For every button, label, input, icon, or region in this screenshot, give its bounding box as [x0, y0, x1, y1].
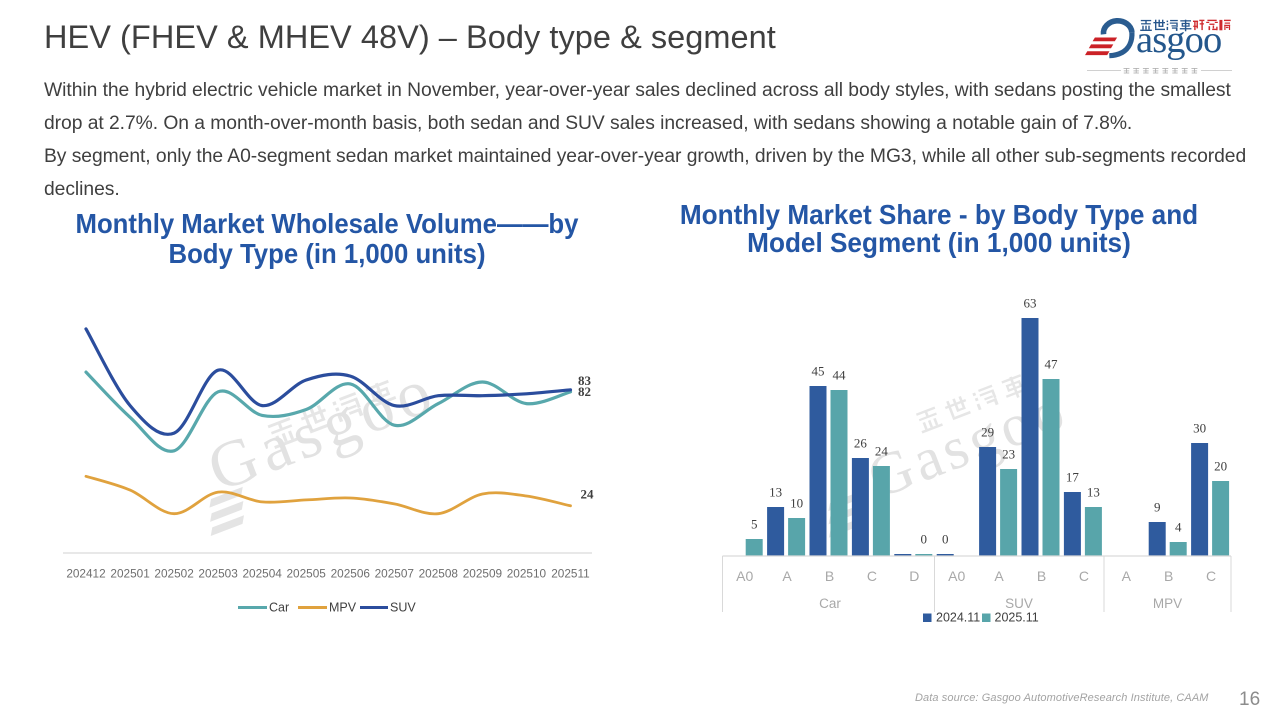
svg-text:23: 23: [1002, 447, 1015, 462]
svg-text:B: B: [1037, 568, 1046, 584]
svg-text:MPV: MPV: [1153, 596, 1182, 611]
svg-text:9: 9: [1154, 500, 1161, 515]
svg-text:202503: 202503: [198, 567, 238, 581]
svg-text:A0: A0: [948, 568, 965, 584]
svg-text:SUV: SUV: [390, 601, 416, 615]
svg-text:45: 45: [812, 364, 825, 379]
svg-text:30: 30: [1193, 421, 1206, 436]
svg-text:202505: 202505: [287, 567, 327, 581]
svg-text:47: 47: [1045, 357, 1059, 372]
svg-text:D: D: [909, 568, 919, 584]
svg-text:202510: 202510: [507, 567, 547, 581]
svg-text:202504: 202504: [243, 567, 283, 581]
svg-text:24: 24: [875, 444, 889, 459]
svg-text:5: 5: [751, 517, 758, 532]
svg-text:C: C: [867, 568, 877, 584]
svg-text:20: 20: [1214, 459, 1227, 474]
svg-text:asgoo: asgoo: [1136, 19, 1221, 61]
svg-text:17: 17: [1066, 470, 1080, 485]
svg-text:82: 82: [578, 384, 591, 399]
svg-text:Car: Car: [819, 596, 841, 611]
svg-text:2024.11: 2024.11: [936, 611, 980, 625]
svg-text:13: 13: [769, 485, 782, 500]
svg-text:202502: 202502: [154, 567, 193, 581]
svg-text:0: 0: [921, 532, 928, 547]
svg-text:202509: 202509: [463, 567, 502, 581]
svg-text:B: B: [1164, 568, 1173, 584]
svg-text:10: 10: [790, 496, 803, 511]
svg-text:C: C: [1079, 568, 1089, 584]
svg-text:A0: A0: [736, 568, 753, 584]
svg-text:Car: Car: [269, 601, 289, 615]
svg-text:202511: 202511: [551, 567, 590, 581]
svg-text:13: 13: [1087, 485, 1100, 500]
svg-text:63: 63: [1024, 296, 1037, 311]
svg-text:83: 83: [578, 373, 592, 388]
svg-text:29: 29: [981, 425, 994, 440]
svg-text:202501: 202501: [110, 567, 149, 581]
svg-text:A: A: [1122, 568, 1132, 584]
svg-text:26: 26: [854, 436, 868, 451]
svg-text:24: 24: [581, 487, 595, 502]
svg-text:202508: 202508: [419, 567, 459, 581]
svg-text:202507: 202507: [375, 567, 414, 581]
svg-text:202412: 202412: [66, 567, 105, 581]
svg-text:44: 44: [833, 368, 847, 383]
svg-text:MPV: MPV: [329, 601, 357, 615]
svg-text:A: A: [782, 568, 792, 584]
svg-text:202506: 202506: [331, 567, 371, 581]
svg-text:C: C: [1206, 568, 1216, 584]
svg-text:4: 4: [1175, 520, 1182, 535]
svg-text:2025.11: 2025.11: [995, 611, 1039, 625]
svg-text:0: 0: [942, 532, 949, 547]
svg-text:A: A: [994, 568, 1004, 584]
svg-text:SUV: SUV: [1005, 596, 1033, 611]
svg-text:B: B: [825, 568, 834, 584]
